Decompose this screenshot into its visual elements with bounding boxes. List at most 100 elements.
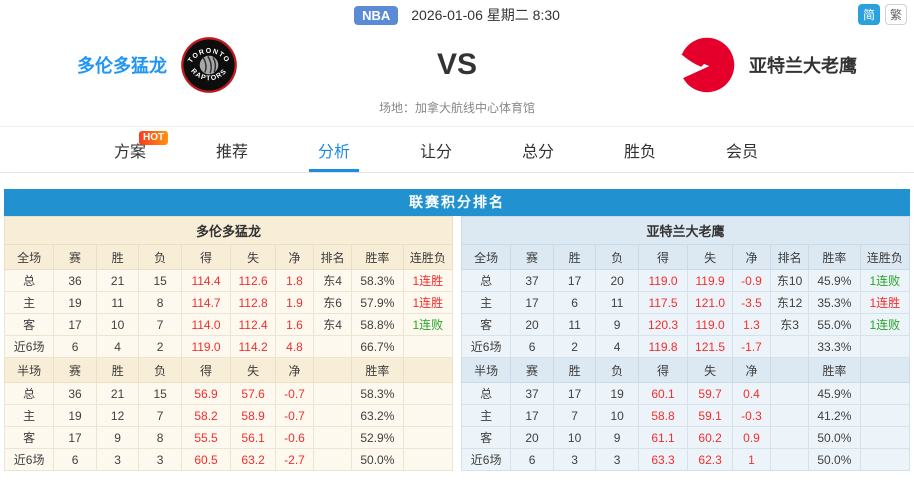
match-header: 多伦多猛龙 TORONTO RAPTORS VS 亚特兰大 bbox=[0, 30, 914, 100]
lang-traditional-button[interactable]: 繁 bbox=[884, 4, 907, 25]
stat-cell: 2 bbox=[552, 335, 597, 358]
stat-cell: 20 bbox=[595, 269, 639, 292]
tab-label: 总分 bbox=[521, 143, 554, 161]
tab-total-points[interactable]: 总分 bbox=[487, 127, 589, 172]
stat-cell: 3 bbox=[595, 448, 639, 471]
column-header: 全场 bbox=[3, 244, 55, 270]
stat-cell: 15 bbox=[138, 269, 182, 292]
column-header: 连胜负 bbox=[859, 244, 911, 270]
tab-label: 会员 bbox=[725, 143, 758, 161]
stat-cell: 21 bbox=[95, 269, 140, 292]
stat-cell bbox=[859, 335, 911, 358]
row-label: 客 bbox=[3, 426, 55, 449]
stat-cell: -3.5 bbox=[731, 291, 772, 314]
tab-plan[interactable]: 方案 HOT bbox=[79, 127, 181, 172]
stat-cell: 60.5 bbox=[180, 448, 232, 471]
stat-cell: 4.8 bbox=[274, 335, 315, 358]
stat-cell: 东4 bbox=[313, 313, 353, 336]
table-team-name: 亚特兰大老鹰 bbox=[461, 216, 910, 245]
stat-cell: -0.3 bbox=[731, 404, 772, 427]
tab-recommend[interactable]: 推荐 bbox=[181, 127, 283, 172]
lang-simplified-button[interactable]: 简 bbox=[857, 4, 880, 25]
tab-member[interactable]: 会员 bbox=[691, 127, 793, 172]
column-header: 胜 bbox=[95, 244, 140, 270]
tab-label: 方案 bbox=[113, 143, 146, 161]
stat-cell bbox=[770, 404, 810, 427]
stat-cell: 12 bbox=[95, 404, 140, 427]
row-label: 客 bbox=[460, 313, 512, 336]
stat-row: 客 20 11 9 120.3 119.0 1.3 东3 55.0% 1连败 bbox=[460, 313, 911, 336]
stat-cell bbox=[859, 426, 911, 449]
hot-badge: HOT bbox=[139, 131, 169, 145]
column-header: 得 bbox=[637, 244, 689, 270]
stat-cell: 112.8 bbox=[230, 291, 276, 314]
stat-cell: 6 bbox=[53, 335, 97, 358]
stat-cell: 东6 bbox=[313, 291, 353, 314]
stat-cell: 50.0% bbox=[808, 448, 861, 471]
stat-cell bbox=[313, 426, 353, 449]
stat-cell: 东10 bbox=[770, 269, 810, 292]
stat-cell bbox=[770, 426, 810, 449]
stat-cell: 63.3 bbox=[637, 448, 689, 471]
stat-cell: 4 bbox=[595, 335, 639, 358]
column-header: 净 bbox=[731, 244, 772, 270]
stat-cell: 19 bbox=[53, 291, 97, 314]
tab-analysis[interactable]: 分析 bbox=[283, 127, 385, 172]
stat-cell: 9 bbox=[95, 426, 140, 449]
hawks-logo-icon bbox=[678, 37, 735, 93]
stat-cell bbox=[859, 448, 911, 471]
stat-cell: 1.9 bbox=[274, 291, 315, 314]
column-header bbox=[859, 357, 911, 383]
stat-row: 近6场 6 3 3 63.3 62.3 1 50.0% bbox=[460, 448, 911, 471]
stat-row: 主 17 6 11 117.5 121.0 -3.5 东12 35.3% 1连胜 bbox=[460, 291, 911, 314]
venue-label: 场地：加拿大航线中心体育馆 bbox=[378, 101, 535, 115]
stat-cell: 17 bbox=[510, 291, 554, 314]
column-header bbox=[402, 357, 454, 383]
stat-cell: 58.8% bbox=[351, 313, 404, 336]
column-header: 负 bbox=[138, 357, 182, 383]
stat-cell: 11 bbox=[595, 291, 639, 314]
language-toggle: 简 繁 bbox=[857, 4, 907, 25]
row-label: 主 bbox=[460, 291, 512, 314]
stat-row: 总 36 21 15 114.4 112.6 1.8 东4 58.3% 1连胜 bbox=[3, 269, 454, 292]
stat-cell: -0.9 bbox=[731, 269, 772, 292]
column-header: 赛 bbox=[53, 244, 97, 270]
stat-cell: 121.5 bbox=[687, 335, 733, 358]
stat-cell: 112.4 bbox=[230, 313, 276, 336]
stat-cell: 1 bbox=[731, 448, 772, 471]
stat-row: 主 19 12 7 58.2 58.9 -0.7 63.2% bbox=[3, 404, 454, 427]
column-header: 胜 bbox=[552, 244, 597, 270]
raptors-logo-icon: TORONTO RAPTORS bbox=[181, 37, 237, 93]
stat-cell: 7 bbox=[138, 313, 182, 336]
column-header: 失 bbox=[230, 244, 276, 270]
column-header: 得 bbox=[180, 244, 232, 270]
stat-cell: 58.3% bbox=[351, 269, 404, 292]
section-title-bar: 联赛积分排名 bbox=[4, 189, 910, 216]
stat-row: 客 17 10 7 114.0 112.4 1.6 东4 58.8% 1连败 bbox=[3, 313, 454, 336]
home-team-name: 多伦多猛龙 bbox=[77, 56, 167, 76]
stat-cell: 4 bbox=[95, 335, 140, 358]
stat-row: 近6场 6 3 3 60.5 63.2 -2.7 50.0% bbox=[3, 448, 454, 471]
stat-cell: 58.9 bbox=[230, 404, 276, 427]
stat-cell: 20 bbox=[510, 426, 554, 449]
row-label: 总 bbox=[460, 269, 512, 292]
column-header: 得 bbox=[180, 357, 232, 383]
stat-cell: 119.0 bbox=[180, 335, 232, 358]
stat-cell: 1.3 bbox=[731, 313, 772, 336]
column-header: 全场 bbox=[460, 244, 512, 270]
tab-label: 推荐 bbox=[215, 143, 248, 161]
row-label: 主 bbox=[3, 291, 55, 314]
stat-cell bbox=[402, 382, 454, 405]
stat-cell: 119.0 bbox=[637, 269, 689, 292]
stat-cell: 119.0 bbox=[687, 313, 733, 336]
column-header: 净 bbox=[731, 357, 772, 383]
stat-row: 主 19 11 8 114.7 112.8 1.9 东6 57.9% 1连胜 bbox=[3, 291, 454, 314]
stat-cell: 19 bbox=[53, 404, 97, 427]
stat-cell: 6 bbox=[53, 448, 97, 471]
tab-handicap[interactable]: 让分 bbox=[385, 127, 487, 172]
row-label: 总 bbox=[3, 269, 55, 292]
column-header: 胜 bbox=[95, 357, 140, 383]
tab-win-lose[interactable]: 胜负 bbox=[589, 127, 691, 172]
row-label: 总 bbox=[3, 382, 55, 405]
stat-cell: 7 bbox=[552, 404, 597, 427]
